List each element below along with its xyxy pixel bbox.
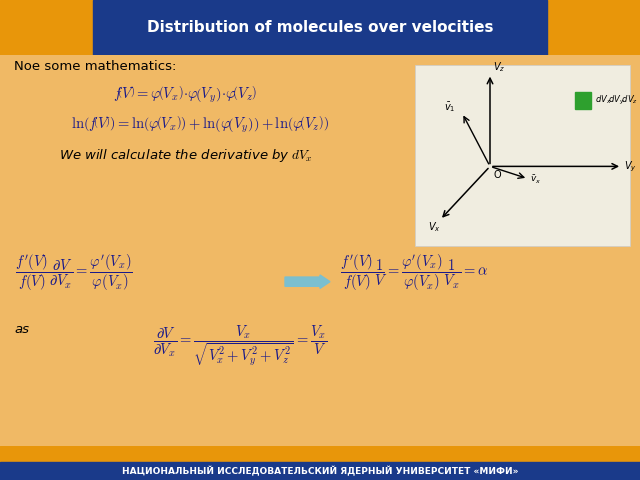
Text: $V_y$: $V_y$	[624, 160, 637, 174]
Text: $\bar{v}_1$: $\bar{v}_1$	[444, 100, 456, 114]
Bar	[575, 92, 591, 109]
FancyArrow shape	[285, 275, 330, 288]
Bar	[0, 446, 640, 462]
Text: $\dfrac{\partial V}{\partial V_x}=\dfrac{V_x}{\sqrt{V_x^2+V_y^2+V_z^2}}=\dfrac{V: $\dfrac{\partial V}{\partial V_x}=\dfrac…	[153, 323, 327, 368]
Bar	[93, 0, 547, 55]
Bar	[0, 462, 640, 480]
Text: Distribution of molecules over velocities: Distribution of molecules over velocitie…	[147, 20, 493, 35]
Text: $\ln\!\left(f\!\left(V\right)\right)=\ln\!\left(\varphi\!\left(V_x\right)\right): $\ln\!\left(f\!\left(V\right)\right)=\ln…	[71, 115, 329, 135]
Text: O: O	[493, 170, 500, 180]
Text: $\dfrac{f^{\prime}(V)}{f(V)}\dfrac{1}{V}=\dfrac{\varphi^{\prime}(V_x)}{\varphi(V: $\dfrac{f^{\prime}(V)}{f(V)}\dfrac{1}{V}…	[340, 253, 488, 293]
Text: as: as	[14, 323, 29, 336]
Text: Noe some mathematics:: Noe some mathematics:	[14, 60, 177, 73]
Text: $V_x$: $V_x$	[428, 220, 441, 234]
Text: $\bar{v}_x$: $\bar{v}_x$	[530, 174, 541, 186]
Text: We will calculate the derivative by $dV_{\!x}$: We will calculate the derivative by $dV_…	[58, 147, 312, 164]
Text: НАЦИОНАЛЬНЫЙ ИССЛЕДОВАТЕЛЬСКИЙ ЯДЕРНЫЙ УНИВЕРСИТЕТ «МИФИ»: НАЦИОНАЛЬНЫЙ ИССЛЕДОВАТЕЛЬСКИЙ ЯДЕРНЫЙ У…	[122, 467, 518, 477]
Text: $dV_x\!dV_y\!dV_z$: $dV_x\!dV_y\!dV_z$	[595, 94, 638, 107]
Bar	[415, 65, 630, 246]
Text: $\dfrac{f^{\prime}(V)}{f(V)}\dfrac{\partial V}{\partial V_x}=\dfrac{\varphi^{\pr: $\dfrac{f^{\prime}(V)}{f(V)}\dfrac{\part…	[15, 253, 132, 293]
Text: $f\!\left(V\right)=\varphi\!\left(V_x\right)\!\cdot\!\varphi\!\left(V_y\right)\!: $f\!\left(V\right)=\varphi\!\left(V_x\ri…	[113, 84, 257, 105]
Text: $V_z$: $V_z$	[493, 60, 506, 74]
